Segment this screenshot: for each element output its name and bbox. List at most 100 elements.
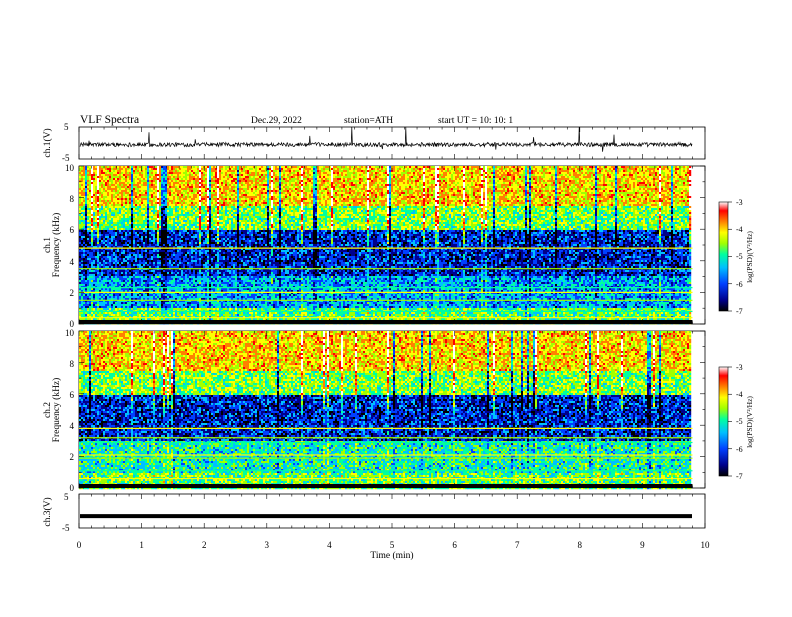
spectrogram-cell	[437, 172, 439, 174]
spectrogram-cell	[299, 180, 301, 182]
spectrogram-cell	[125, 176, 127, 178]
spectrogram-cell	[307, 170, 309, 172]
spectrogram-cell	[685, 178, 687, 180]
spectrogram-cell	[333, 172, 335, 174]
spectrogram-cell	[115, 170, 117, 172]
spectrogram-cell	[589, 176, 591, 178]
spectrogram-cell	[247, 166, 249, 168]
spectrogram-cell	[227, 174, 229, 176]
spectrogram-cell	[351, 170, 353, 172]
spectrogram-cell	[555, 176, 557, 178]
spectrogram-cell	[381, 180, 383, 182]
spectrogram-cell	[455, 176, 457, 178]
spectrogram-cell	[337, 172, 339, 174]
spectrogram-cell	[349, 170, 351, 172]
spectrogram-cell	[389, 174, 391, 176]
spectrogram-cell	[107, 168, 109, 170]
spectrogram-cell	[537, 174, 539, 176]
spectrogram-cell	[565, 168, 567, 170]
spectrogram-cell	[285, 180, 287, 182]
spectrogram-cell	[475, 172, 477, 174]
spectrogram-cell	[263, 178, 265, 180]
spectrogram-cell	[611, 178, 613, 180]
spectrogram-cell	[241, 174, 243, 176]
spectrogram-cell	[541, 180, 543, 182]
spectrogram-cell	[297, 172, 299, 174]
spectrogram-cell	[615, 166, 617, 168]
spectrogram-cell	[463, 178, 465, 180]
spectrogram-cell	[371, 174, 373, 176]
spectrogram-cell	[281, 178, 283, 180]
spectrogram-cell	[403, 166, 405, 168]
spectrogram-cell	[675, 166, 677, 168]
spectrogram-cell	[439, 174, 441, 176]
spectrogram-cell	[461, 174, 463, 176]
spectrogram-cell	[255, 180, 257, 182]
spectrogram-cell	[625, 170, 627, 172]
spectrogram-cell	[213, 176, 215, 178]
spectrogram-cell	[343, 166, 345, 168]
spectrogram-cell	[601, 178, 603, 180]
spectrogram-cell	[581, 166, 583, 168]
spectrogram-cell	[545, 176, 547, 178]
spectrogram-cell	[573, 180, 575, 182]
spectrogram-cell	[259, 166, 261, 168]
spectrogram-cell	[613, 174, 615, 176]
spectrogram-cell	[621, 174, 623, 176]
spectrogram-cell	[597, 180, 599, 182]
spectrogram-cell	[635, 176, 637, 178]
spectrogram-cell	[635, 170, 637, 172]
spectrogram-cell	[289, 172, 291, 174]
spectrogram-cell	[535, 176, 537, 178]
spectrogram-cell	[677, 176, 679, 178]
spectrogram-cell	[353, 172, 355, 174]
spectrogram-cell	[473, 178, 475, 180]
spectrogram-cell	[549, 168, 551, 170]
spectrogram-cell	[243, 170, 245, 172]
spectrogram-cell	[347, 166, 349, 168]
spectrogram-cell	[491, 176, 493, 178]
spectrogram-cell	[387, 180, 389, 182]
spectrogram-cell	[679, 172, 681, 174]
spectrogram-cell	[157, 168, 159, 170]
spectrogram-cell	[277, 180, 279, 182]
spectrogram-cell	[253, 180, 255, 182]
spectrogram-cell	[381, 170, 383, 172]
spectrogram-cell	[79, 178, 81, 180]
spectrogram-cell	[179, 174, 181, 176]
spectrogram-cell	[191, 174, 193, 176]
spectrogram-cell	[539, 178, 541, 180]
spectrogram-cell	[373, 180, 375, 182]
spectrogram-cell	[519, 174, 521, 176]
spectrogram-cell	[165, 176, 167, 178]
spectrogram-cell	[577, 170, 579, 172]
spectrogram-cell	[205, 170, 207, 172]
spectrogram-cell	[473, 170, 475, 172]
spectrogram-cell	[323, 180, 325, 182]
spectrogram-cell	[443, 178, 445, 180]
spectrogram-cell	[179, 170, 181, 172]
spectrogram-cell	[239, 180, 241, 182]
spectrogram-cell	[427, 174, 429, 176]
spectrogram-cell	[345, 166, 347, 168]
spectrogram-cell	[433, 168, 435, 170]
spectrogram-cell	[217, 178, 219, 180]
spectrogram-cell	[589, 178, 591, 180]
spectrogram-cell	[347, 174, 349, 176]
spectrogram-cell	[333, 166, 335, 168]
spectrogram-cell	[197, 180, 199, 182]
spectrogram-cell	[287, 168, 289, 170]
spectrogram-cell	[427, 172, 429, 174]
spectrogram-cell	[417, 170, 419, 172]
spectrogram-cell	[447, 180, 449, 182]
spectrogram-cell	[317, 166, 319, 168]
spectrogram-cell	[671, 174, 673, 176]
spectrogram-cell	[359, 166, 361, 168]
spectrogram-cell	[231, 180, 233, 182]
spectrogram-cell	[623, 168, 625, 170]
spectrogram-cell	[545, 174, 547, 176]
spectrogram-cell	[145, 172, 147, 174]
spectrogram-cell	[423, 178, 425, 180]
spectrogram-cell	[261, 176, 263, 178]
spectrogram-cell	[339, 168, 341, 170]
